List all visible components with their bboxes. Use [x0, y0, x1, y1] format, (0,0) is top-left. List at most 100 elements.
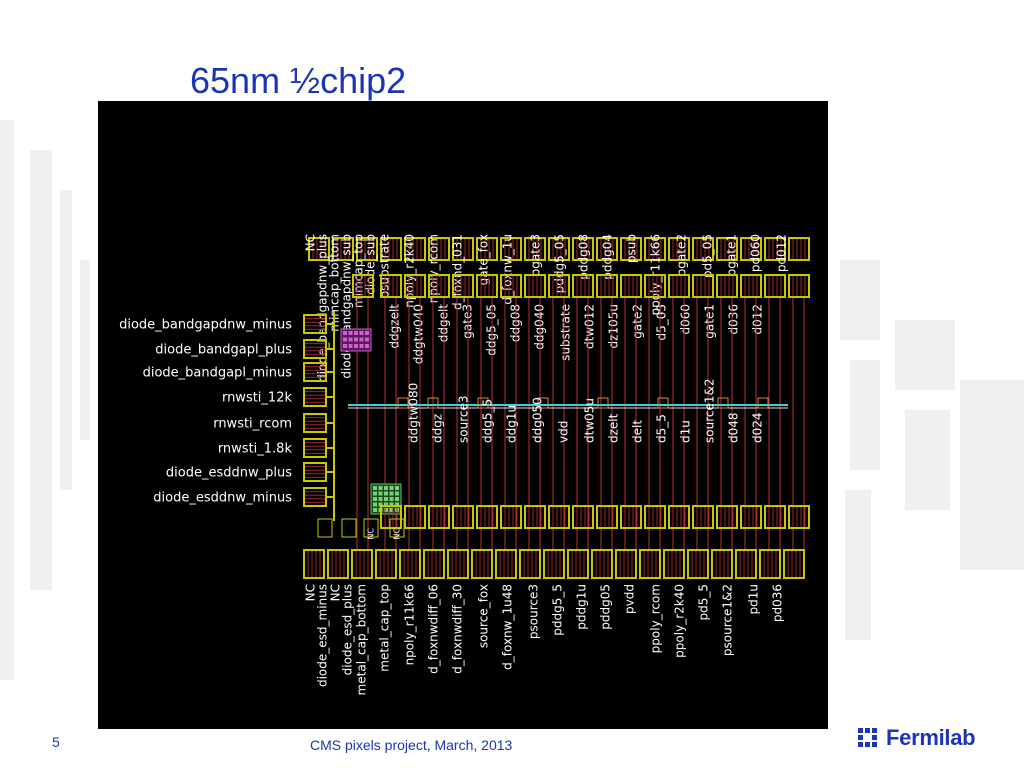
left-pin-label: diode_bandgapl_minus — [143, 366, 293, 381]
top-pin-label: pddg5_05 — [553, 234, 567, 293]
bottom-pin-label: diode_esd_minus — [316, 584, 330, 687]
bottom-pin-label: pddg5_5 — [551, 584, 565, 636]
bottom-pin-label: psource1&2 — [721, 584, 735, 656]
bottom-pad-7 — [471, 549, 493, 579]
bottom-inner-pin-label: d1u — [679, 420, 693, 443]
top-inner-pad-9 — [572, 274, 594, 298]
top-inner-pad-8 — [548, 274, 570, 298]
top-pin-label: pd060 — [749, 234, 763, 272]
left-pad-3 — [303, 387, 327, 407]
bottom-pin-label: pd1u — [747, 584, 761, 614]
bottom-pad-11 — [567, 549, 589, 579]
top-pin-label: gate_fox — [477, 234, 491, 285]
top-pad-11 — [572, 237, 594, 261]
bottom-inner-pin-label: vdd — [557, 421, 571, 443]
left-pin-label: rnwsti_rcom — [213, 417, 292, 432]
bottom-inner-pad-16 — [764, 505, 786, 529]
top-pin-label: pd012 — [775, 234, 789, 272]
bottom-inner-pad-15 — [740, 505, 762, 529]
top-inner-pad-7 — [524, 274, 546, 298]
top-inner-pad-12 — [644, 274, 666, 298]
left-pad-4 — [303, 413, 327, 433]
bottom-inner-pad-5 — [500, 505, 522, 529]
top-pad-5 — [428, 237, 450, 261]
bottom-inner-pin-label: d048 — [727, 412, 741, 443]
bottom-pin-label: d_foxnwdiff_30 — [451, 584, 465, 674]
bottom-inner-pad-0 — [380, 505, 402, 529]
top-pad-0 — [308, 237, 330, 261]
bottom-pad-12 — [591, 549, 613, 579]
left-pad-6 — [303, 462, 327, 482]
bottom-pad-8 — [495, 549, 517, 579]
bus-device — [597, 397, 609, 409]
top-pad-8 — [500, 237, 522, 261]
bottom-pad-10 — [543, 549, 565, 579]
bottom-inner-pad-3 — [452, 505, 474, 529]
top-pad-13 — [620, 237, 642, 261]
left-pad-7 — [303, 487, 327, 507]
top-inner-pin-label: d012 — [751, 304, 765, 335]
bottom-pad-4 — [399, 549, 421, 579]
bandgap-device-array — [340, 328, 372, 352]
top-inner-pin-label: ddgzelt — [388, 304, 402, 349]
bottom-inner-pin-label: source3 — [457, 396, 471, 443]
bottom-pad-18 — [735, 549, 757, 579]
chip-layout-image: NC diode_bandgapdnw_plus mimcap_bottom diod… — [98, 101, 828, 729]
bottom-pad-17 — [711, 549, 733, 579]
bottom-inner-pin-label: ddgz — [431, 414, 445, 443]
bottom-inner-pad-2 — [428, 505, 450, 529]
bottom-pin-label: d_foxnw_1u48 — [501, 584, 515, 670]
chip-layout-drawing: NCdiode_bandgapdnw_plusmimcap_bottomdiod… — [119, 234, 810, 695]
bus-device — [657, 397, 669, 409]
bottom-inner-pad-14 — [716, 505, 738, 529]
bus-device — [717, 397, 729, 409]
top-pin-label: mimcap_top — [352, 234, 366, 308]
top-inner-pad-10 — [596, 274, 618, 298]
top-pad-18 — [740, 237, 762, 261]
bottom-inner-pad-13 — [692, 505, 714, 529]
bottom-pad-3 — [375, 549, 397, 579]
fermilab-mark-icon — [858, 728, 877, 747]
top-inner-pad-2 — [404, 274, 426, 298]
top-pad-6 — [452, 237, 474, 261]
bus-device — [757, 397, 769, 409]
bottom-inner-pin-label: d024 — [751, 412, 765, 443]
top-inner-pin-label: ddgtw040 — [412, 304, 426, 364]
top-pad-10 — [548, 237, 570, 261]
top-inner-pin-label: d5_05 — [655, 304, 669, 341]
left-pad-0 — [303, 314, 327, 334]
bus-device — [397, 397, 409, 409]
esd-device-array — [370, 483, 402, 515]
slide-title: 65nm ½chip2 — [190, 60, 407, 101]
top-inner-pad-1 — [380, 274, 402, 298]
bottom-pin-label: ppoly_r2k40 — [673, 584, 687, 658]
top-inner-pad-0 — [352, 274, 374, 298]
bottom-pin-label: pddg05 — [599, 584, 613, 630]
top-pin-label: pddg08 — [577, 234, 591, 280]
left-pad-1 — [303, 339, 327, 359]
top-inner-pad-14 — [692, 274, 714, 298]
bottom-pin-label: metal_cap_top — [378, 584, 392, 672]
small-pad-0 — [317, 518, 333, 538]
top-inner-pad-11 — [620, 274, 642, 298]
fermilab-wordmark: Fermilab — [886, 725, 976, 750]
top-pad-2 — [356, 237, 378, 261]
top-inner-pad-18 — [788, 274, 810, 298]
bottom-pad-19 — [759, 549, 781, 579]
bottom-inner-pad-12 — [668, 505, 690, 529]
top-pin-label: diode_sub — [364, 234, 378, 295]
top-inner-pad-6 — [500, 274, 522, 298]
bottom-inner-pad-1 — [404, 505, 426, 529]
small-pad-label: NC — [393, 528, 402, 540]
top-pin-label: pgate3 — [529, 234, 543, 276]
bottom-inner-pin-label: delt — [631, 420, 645, 443]
bottom-inner-pad-9 — [596, 505, 618, 529]
bottom-pin-label: diode_esd_plus — [341, 584, 355, 675]
top-inner-pad-13 — [668, 274, 690, 298]
bottom-pin-label: NC — [304, 584, 318, 601]
bottom-inner-pin-label: ddg5_5 — [481, 399, 495, 443]
bottom-pin-label: ppoly_rcom — [649, 584, 663, 653]
top-pin-label: pgate2 — [675, 234, 689, 276]
left-pad-5 — [303, 438, 327, 458]
